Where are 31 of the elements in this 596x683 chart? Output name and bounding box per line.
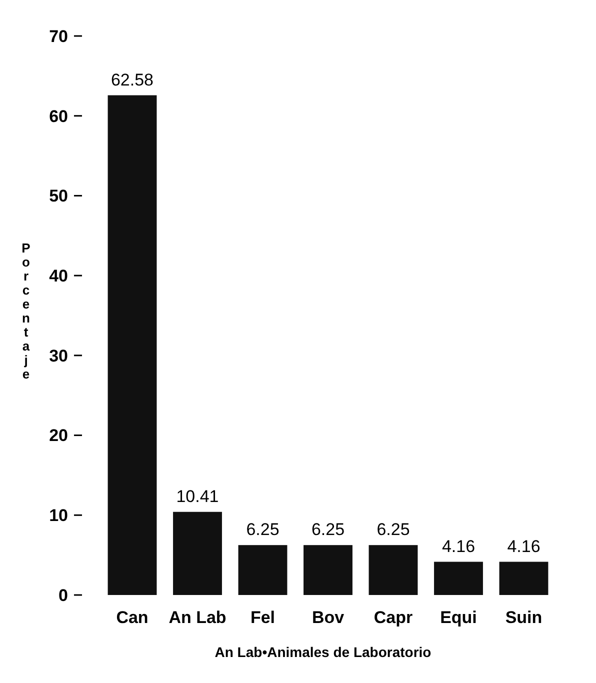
bar [173, 512, 222, 595]
y-tick-label: 50 [49, 186, 68, 206]
y-tick-label: 20 [49, 426, 68, 446]
x-tick-label: Suin [505, 608, 542, 627]
x-tick-label: Capr [374, 608, 413, 627]
data-label: 62.58 [110, 70, 154, 90]
y-tick-label: 70 [49, 26, 68, 46]
bar [434, 562, 483, 595]
bar [368, 545, 418, 595]
x-tick-label: Equi [440, 608, 477, 627]
text: An Lab•Animales de Laboratorio [214, 644, 432, 660]
y-tick-label: 40 [49, 266, 68, 286]
data-label: 10.41 [176, 486, 219, 506]
data-label: 6.25 [376, 520, 410, 540]
y-tick-label: 10 [49, 506, 68, 526]
y-tick-label: 0 [58, 586, 68, 605]
data-label: 4.16 [442, 536, 476, 556]
x-tick-label: Bov [312, 608, 345, 627]
y-tick-label: 60 [49, 106, 68, 126]
data-label: 6.25 [246, 520, 280, 540]
x-tick-label: Can [116, 608, 148, 627]
bar [499, 562, 548, 595]
x-tick-label: Fel [250, 608, 276, 627]
data-label: 4.16 [507, 536, 540, 556]
bar [238, 545, 288, 595]
bar [304, 545, 352, 595]
y-tick-label: 30 [49, 346, 68, 366]
bar [108, 95, 157, 595]
text: Porcentaje [22, 240, 30, 382]
data-label: 6.25 [311, 520, 345, 540]
x-tick-label: An Lab [168, 608, 226, 627]
